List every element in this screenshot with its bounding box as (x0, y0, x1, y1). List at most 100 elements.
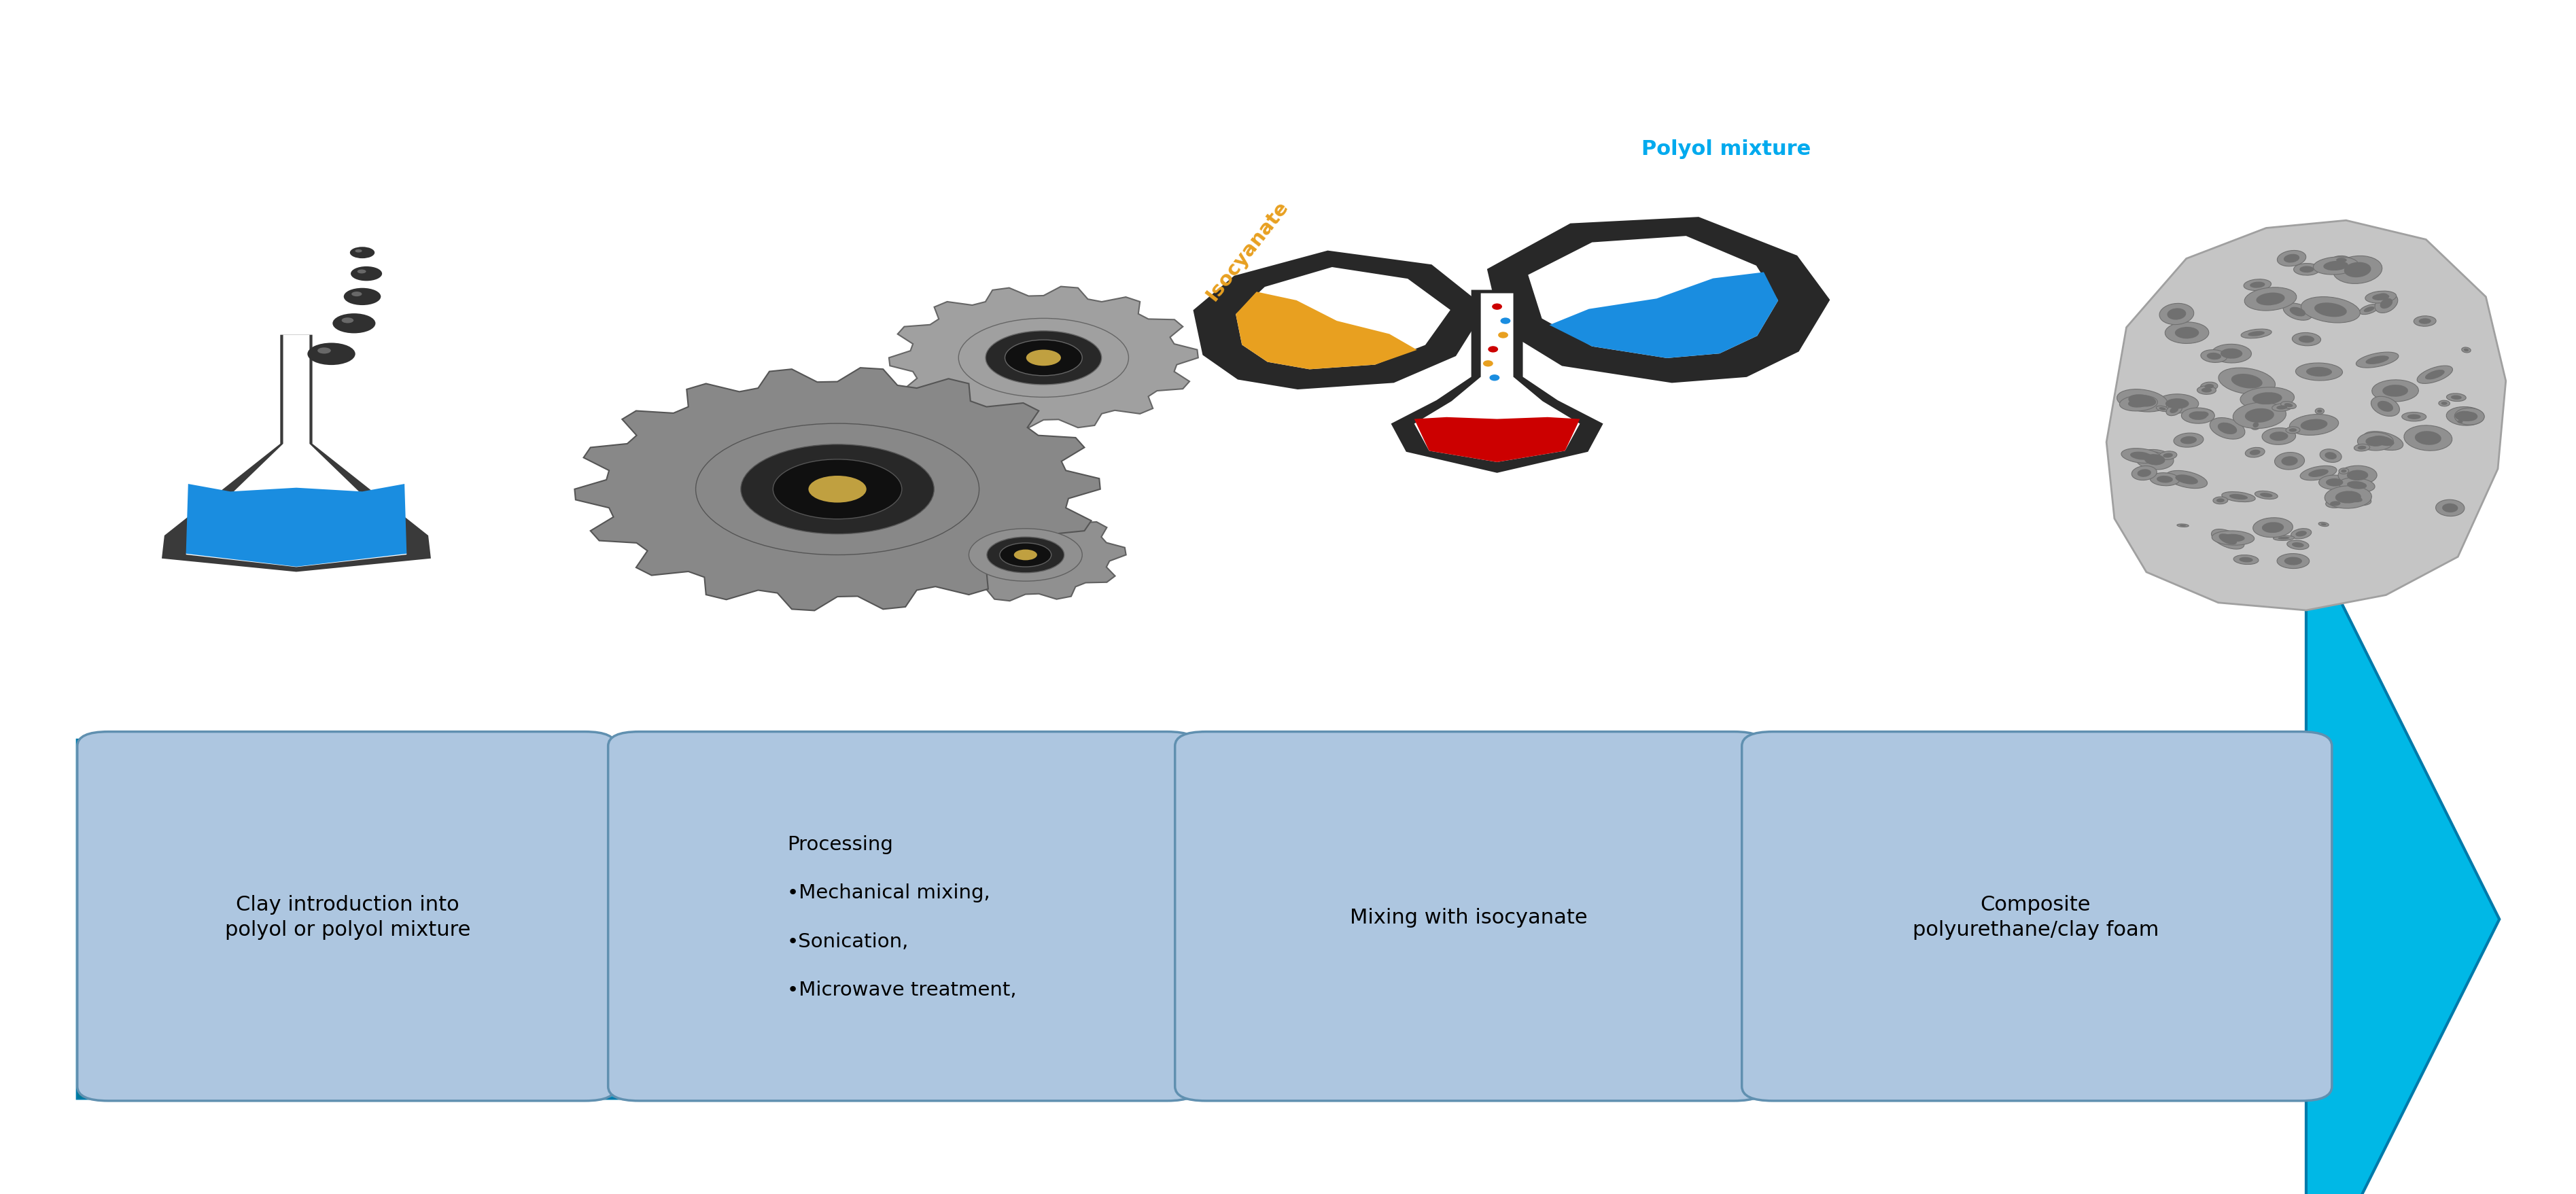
Ellipse shape (2244, 408, 2275, 423)
Ellipse shape (2434, 500, 2463, 517)
Ellipse shape (2228, 494, 2246, 500)
Ellipse shape (2300, 466, 2336, 481)
Ellipse shape (2169, 407, 2177, 413)
Ellipse shape (2344, 263, 2370, 278)
Ellipse shape (2324, 453, 2336, 460)
Ellipse shape (2251, 518, 2293, 537)
Polygon shape (1236, 293, 1417, 370)
Polygon shape (1548, 272, 1777, 358)
Ellipse shape (2195, 412, 2208, 418)
Ellipse shape (2166, 470, 2208, 488)
Ellipse shape (2458, 420, 2463, 424)
Ellipse shape (2146, 453, 2164, 464)
Circle shape (987, 332, 1103, 386)
Circle shape (958, 319, 1128, 398)
Ellipse shape (2306, 368, 2331, 377)
Ellipse shape (2233, 402, 2285, 429)
Ellipse shape (2128, 395, 2156, 407)
Ellipse shape (2136, 469, 2151, 478)
Ellipse shape (2342, 469, 2347, 473)
Ellipse shape (2282, 254, 2298, 263)
Ellipse shape (2164, 322, 2208, 344)
Polygon shape (574, 368, 1100, 611)
Ellipse shape (2378, 401, 2393, 412)
Ellipse shape (2210, 418, 2244, 439)
Ellipse shape (2329, 501, 2339, 506)
Ellipse shape (2277, 554, 2308, 568)
Ellipse shape (2262, 523, 2282, 534)
Ellipse shape (1499, 318, 1510, 325)
Ellipse shape (2326, 479, 2342, 487)
Ellipse shape (2156, 476, 2172, 484)
Ellipse shape (1489, 375, 1499, 381)
Ellipse shape (2233, 555, 2259, 565)
Ellipse shape (2282, 303, 2311, 321)
Ellipse shape (2259, 493, 2272, 498)
Ellipse shape (2262, 429, 2295, 445)
Ellipse shape (2455, 419, 2465, 425)
Ellipse shape (2424, 370, 2445, 380)
Ellipse shape (2370, 396, 2398, 417)
Ellipse shape (2257, 293, 2285, 306)
Ellipse shape (2414, 316, 2434, 327)
Circle shape (1025, 350, 1061, 367)
Ellipse shape (2218, 534, 2236, 544)
Ellipse shape (2316, 410, 2321, 413)
Polygon shape (162, 336, 430, 572)
Ellipse shape (2244, 288, 2295, 312)
Text: Isocyanate: Isocyanate (1203, 197, 1291, 304)
Polygon shape (185, 485, 407, 567)
Ellipse shape (2174, 475, 2197, 485)
Ellipse shape (2300, 419, 2326, 431)
Ellipse shape (2293, 333, 2321, 346)
Ellipse shape (2239, 558, 2251, 562)
Ellipse shape (2244, 279, 2269, 291)
Ellipse shape (2177, 524, 2187, 528)
Ellipse shape (1486, 346, 1497, 353)
Ellipse shape (2213, 497, 2228, 504)
Polygon shape (1528, 236, 1777, 358)
Circle shape (358, 270, 366, 273)
Ellipse shape (1497, 332, 1507, 339)
Ellipse shape (2365, 356, 2388, 364)
Ellipse shape (2298, 266, 2313, 273)
Ellipse shape (2439, 402, 2447, 406)
Polygon shape (925, 509, 1126, 602)
Ellipse shape (2347, 470, 2367, 481)
Ellipse shape (2445, 407, 2483, 426)
Ellipse shape (1492, 304, 1502, 310)
Ellipse shape (2251, 393, 2282, 405)
Circle shape (809, 476, 866, 503)
Ellipse shape (2117, 389, 2166, 412)
Ellipse shape (2275, 453, 2303, 470)
Ellipse shape (2339, 478, 2375, 493)
Ellipse shape (2445, 394, 2465, 402)
Ellipse shape (2403, 426, 2452, 451)
Polygon shape (185, 336, 407, 567)
Ellipse shape (2293, 264, 2318, 276)
Ellipse shape (2295, 363, 2342, 381)
Ellipse shape (2295, 531, 2306, 537)
Ellipse shape (2200, 382, 2218, 392)
Ellipse shape (2159, 451, 2177, 460)
Ellipse shape (2365, 437, 2385, 447)
Ellipse shape (2318, 523, 2329, 527)
Ellipse shape (2231, 374, 2262, 389)
Ellipse shape (2383, 386, 2409, 398)
Circle shape (350, 247, 374, 259)
Ellipse shape (2221, 492, 2254, 503)
FancyBboxPatch shape (608, 732, 1198, 1101)
Circle shape (969, 529, 1082, 581)
Ellipse shape (2298, 336, 2313, 344)
Ellipse shape (2401, 413, 2427, 421)
Ellipse shape (2280, 456, 2298, 466)
Ellipse shape (2357, 447, 2365, 450)
Ellipse shape (2380, 298, 2393, 309)
Circle shape (307, 344, 355, 365)
Ellipse shape (2347, 481, 2367, 490)
Ellipse shape (2179, 525, 2184, 527)
Ellipse shape (2321, 523, 2326, 525)
Ellipse shape (2221, 349, 2241, 359)
Ellipse shape (2197, 387, 2215, 395)
Ellipse shape (2378, 294, 2388, 298)
